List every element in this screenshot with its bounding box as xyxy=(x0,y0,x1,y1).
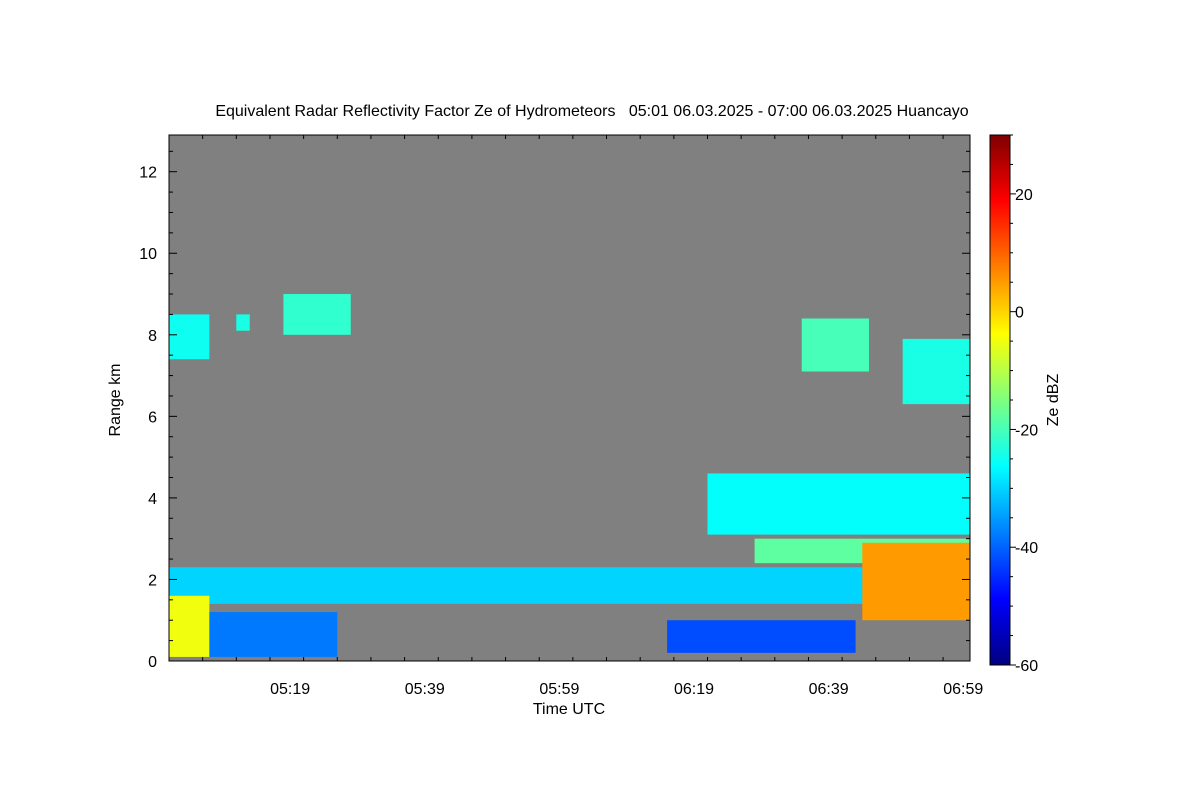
echo-region-7 xyxy=(169,567,970,604)
x-axis-ticks: 05:19 05:39 05:59 06:19 06:39 06:59 xyxy=(168,135,983,698)
colorbar-tick-label: 20 xyxy=(1015,187,1033,204)
x-tick-label: 06:59 xyxy=(943,681,983,698)
echo-region-10 xyxy=(209,612,338,657)
x-axis-label: Time UTC xyxy=(533,701,605,718)
x-tick-label: 06:19 xyxy=(674,681,714,698)
colorbar-tick-label: -20 xyxy=(1015,422,1038,439)
chart-title: Equivalent Radar Reflectivity Factor Ze … xyxy=(215,103,968,120)
x-tick-label: 05:59 xyxy=(539,681,579,698)
y-tick-label: 0 xyxy=(148,654,157,671)
x-tick-label: 06:39 xyxy=(809,681,849,698)
plot-frame xyxy=(168,134,971,662)
echo-region-1 xyxy=(236,314,250,331)
y-tick-label: 2 xyxy=(148,572,157,589)
echo-region-3 xyxy=(801,318,870,372)
colorbar-label: Ze dBZ xyxy=(1045,374,1062,427)
echo-region-9 xyxy=(169,595,210,657)
echo-layer xyxy=(169,294,970,657)
x-tick-label: 05:19 xyxy=(270,681,310,698)
echo-region-0 xyxy=(169,314,210,360)
colorbar-ticks: 20 0 -20 -40 -60 xyxy=(1010,134,1038,675)
y-tick-label: 10 xyxy=(139,246,157,263)
echo-region-11 xyxy=(667,620,856,653)
x-tick-label: 05:39 xyxy=(405,681,445,698)
y-tick-label: 8 xyxy=(148,328,157,345)
colorbar xyxy=(989,134,1011,666)
y-tick-label: 12 xyxy=(139,165,157,182)
echo-region-8 xyxy=(862,542,970,621)
y-axis-label: Range km xyxy=(107,364,124,437)
y-tick-label: 4 xyxy=(148,491,157,508)
y-tick-label: 6 xyxy=(148,409,157,426)
y-axis-ticks: 0 2 4 6 8 10 12 xyxy=(139,150,970,671)
echo-region-2 xyxy=(283,294,351,335)
echo-region-4 xyxy=(902,338,970,405)
colorbar-tick-label: -60 xyxy=(1015,658,1038,675)
colorbar-tick-label: 0 xyxy=(1015,305,1024,322)
echo-region-5 xyxy=(707,473,970,535)
colorbar-tick-label: -40 xyxy=(1015,540,1038,557)
